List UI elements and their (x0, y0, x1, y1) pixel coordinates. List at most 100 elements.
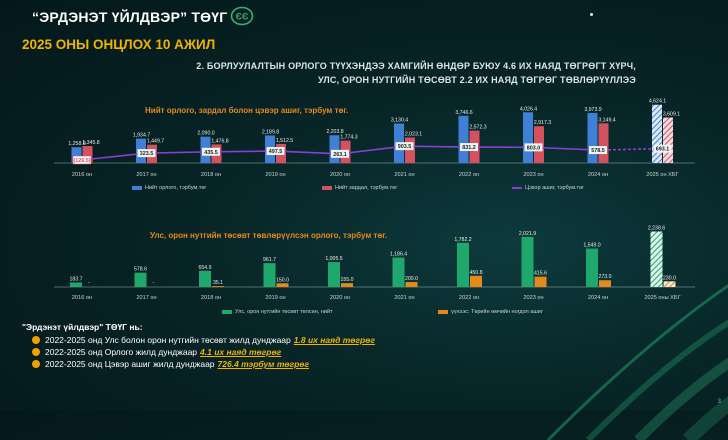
profit-value-label: 263.1 (333, 152, 347, 158)
cost-bar (663, 117, 673, 163)
x-tick-label: 2023 он (523, 295, 543, 301)
x-tick-label: 2025 он ХБГ (646, 172, 678, 178)
x-tick-label: 2018 он (201, 295, 221, 301)
dividend-bar (276, 283, 289, 287)
x-tick-label: 2024 он (588, 172, 608, 178)
summary-item-highlight: 4.1 их наяд төгрөг (200, 347, 282, 357)
budget-bar (650, 231, 663, 287)
headline-line-2: УЛС, ОРОН НУТГИЙН ТӨСӨВТ 2.2 ИХ НАЯД ТӨГ… (317, 75, 636, 85)
revenue-value-label: 4,026.4 (520, 106, 537, 112)
dividend-value-label: - (153, 280, 155, 286)
summary-item: 2022-2025 онд Цэвэр ашиг жилд дунджаар 7… (32, 359, 375, 369)
dividend-bar (534, 276, 547, 287)
dividend-bar (405, 282, 418, 287)
dividend-value-label: 155.0 (341, 277, 354, 283)
profit-value-label: 831.2 (462, 145, 476, 151)
revenue-bar (329, 135, 340, 163)
revenue-cost-profit-chart: 1,258.01,345.8 2016 он 1,934.71,449.7 2017 … (54, 99, 695, 178)
budget-value-label: 961.7 (263, 257, 276, 263)
legend-swatch-budget (222, 310, 232, 314)
cost-bar (82, 146, 93, 163)
x-tick-label: 2023 он (523, 172, 543, 178)
profit-value-label: 803.0 (527, 145, 541, 151)
profit-label-box (653, 144, 672, 153)
cost-value-label: 1,476.8 (211, 138, 228, 144)
summary-item-highlight: 726.4 тэрбум төгрөг (217, 359, 310, 369)
profit-value-label: 497.5 (269, 149, 283, 155)
company-logo-icon: ЄЄ (230, 6, 254, 26)
cost-value-label: 1,512.5 (276, 138, 293, 144)
legend-label-revenue: Нийт орлого, тэрбум.төг (145, 185, 207, 191)
x-tick-label: 2019 он (265, 295, 285, 301)
budget-value-label: 654.9 (199, 265, 212, 271)
legend-budget: Улс, орон нутгийн төсөвт төлсөн, нийт (222, 309, 333, 315)
profit-value-label: 578.5 (591, 148, 605, 154)
summary-item-text: 2022-2025 онд Улс болон орон нутгийн төс… (45, 335, 291, 345)
revenue-bar (71, 147, 82, 163)
page-number: 3 (717, 399, 721, 405)
profit-label-box (589, 146, 607, 155)
budget-value-label: 1,005.5 (325, 256, 342, 262)
x-tick-label: 2020 он (330, 172, 350, 178)
x-tick-label: 2021 он (394, 172, 414, 178)
revenue-value-label: 3,746.6 (455, 110, 472, 116)
revenue-value-label: 2,090.0 (197, 131, 214, 137)
summary-item-highlight: 1.8 их наяд төгрөг (293, 335, 375, 345)
slide-title: 2025 ОНЫ ОНЦЛОХ 10 АЖИЛ (22, 37, 216, 52)
dividend-value-label: - (88, 280, 90, 286)
profit-label-box (72, 155, 92, 165)
dividend-value-label: 415.6 (534, 271, 547, 277)
profit-label-box (202, 147, 220, 156)
profit-value-label: 903.5 (398, 144, 412, 150)
dividend-value-label: 273.0 (599, 274, 612, 280)
revenue-bar (523, 112, 533, 163)
revenue-value-label: 3,973.9 (584, 107, 601, 113)
budget-value-label: 2,238.6 (648, 225, 665, 231)
x-tick-label: 2020 он (330, 295, 350, 301)
profit-value-label: (126.5) (73, 158, 90, 164)
revenue-bar (587, 112, 598, 163)
cost-bar (405, 137, 415, 163)
legend-costs: Нийт зардал, тэрбум.төг (322, 185, 397, 191)
coin-icon (32, 360, 40, 368)
x-tick-label: 2016 он (72, 295, 92, 301)
profit-label-box (524, 143, 543, 152)
revenue-value-label: 3,130.4 (391, 118, 408, 124)
x-tick-label: 2022 он (459, 295, 479, 301)
profit-label-box (137, 149, 156, 158)
budget-bar (521, 236, 534, 287)
budget-value-label: 1,782.2 (454, 237, 471, 243)
legend-revenue: Нийт орлого, тэрбум.төг (132, 185, 206, 191)
coin-icon (32, 336, 40, 344)
legend-swatch-profit (512, 187, 522, 189)
cost-value-label: 2,917.3 (534, 120, 551, 126)
cost-value-label: 1,345.8 (82, 140, 99, 146)
revenue-value-label: 1,258.0 (68, 141, 85, 147)
budget-bar (263, 263, 276, 287)
summary-item-text: 2022-2025 онд Цэвэр ашиг жилд дунджаар (45, 359, 215, 369)
budget-value-label: 1,186.4 (390, 252, 407, 258)
dividend-value-label: 35.1 (213, 280, 223, 286)
coin-icon (32, 348, 40, 356)
profit-label-box (395, 142, 414, 151)
revenue-bar (652, 104, 662, 163)
budget-bar (134, 272, 147, 287)
cost-value-label: 3,149.4 (598, 117, 615, 123)
chart2-title: Улс, орон нутгийн төсөвт төвлөрүүлсэн ор… (150, 231, 388, 240)
dividend-bar (599, 280, 611, 287)
legend-label-costs: Нийт зардал, тэрбум.төг (335, 185, 398, 191)
svg-text:ЄЄ: ЄЄ (236, 12, 249, 22)
profit-value-label: 435.5 (204, 150, 218, 156)
chart1-title: Нийт орлого, зардал болон цэвэр ашиг, тэ… (145, 106, 349, 115)
profit-label-box (331, 149, 349, 158)
dividend-value-label: 450.8 (470, 270, 483, 276)
x-tick-label: 2016 он (72, 172, 92, 178)
revenue-bar (458, 115, 469, 163)
dividend-value-label: 150.0 (276, 277, 289, 283)
dividend-value-label: 200.0 (405, 276, 418, 282)
profit-value-label: 693.1 (656, 147, 670, 153)
budget-value-label: 578.6 (134, 267, 147, 273)
revenue-value-label: 2,189.8 (262, 129, 279, 135)
budget-bar (457, 242, 469, 287)
